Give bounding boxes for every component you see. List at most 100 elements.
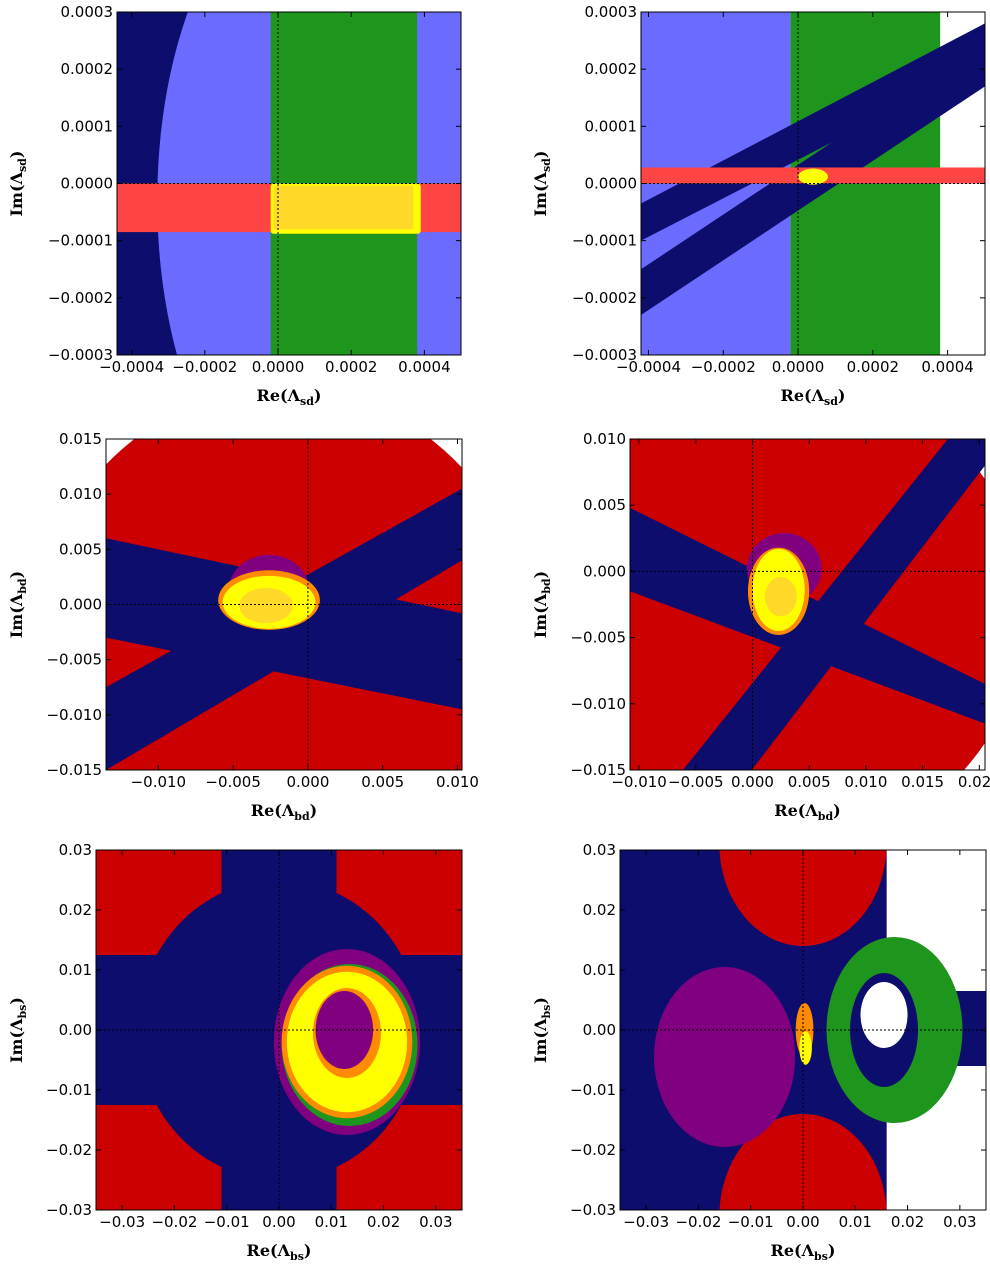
y-tick-label: −0.01 xyxy=(570,1081,616,1099)
x-tick-label: 0.010 xyxy=(436,773,479,791)
x-axis-label: Re(Λsd) xyxy=(257,386,322,408)
x-tick-label: 0.0000 xyxy=(252,358,305,376)
y-tick-label: −0.02 xyxy=(570,1141,616,1159)
x-tick-label: −0.03 xyxy=(623,1213,669,1231)
x-tick-label: −0.01 xyxy=(204,1213,250,1231)
y-tick-label: 0.00 xyxy=(59,1021,92,1039)
region-yellow-6 xyxy=(798,168,828,185)
x-tick-label: 0.010 xyxy=(844,773,887,791)
region-navy-3 xyxy=(682,439,985,770)
plot-area xyxy=(106,439,462,770)
region-white-7 xyxy=(860,982,908,1048)
x-tick-label: 0.0004 xyxy=(398,358,451,376)
chart-panel-5: −0.03 −0.02 −0.01 0.00 0.01 0.02 0.03 −0.03 −0.0… xyxy=(7,841,463,1263)
x-tick-label: −0.02 xyxy=(151,1213,197,1231)
chart-panel-3: −0.010 −0.005 0.000 0.005 0.010−0.015−0.010−… xyxy=(7,430,479,823)
x-tick-label: −0.005 xyxy=(668,773,724,791)
x-tick-label: 0.020 xyxy=(958,773,990,791)
region-gold-7 xyxy=(239,587,293,624)
x-tick-label: 0.0002 xyxy=(325,358,378,376)
y-tick-label: 0.015 xyxy=(59,430,102,448)
plot-area xyxy=(117,12,461,355)
region-yellow-10 xyxy=(799,1031,812,1065)
y-axis-label: Im(Λsd) xyxy=(7,151,29,217)
x-tick-label: 0.02 xyxy=(891,1213,924,1231)
x-tick-label: −0.0002 xyxy=(691,358,756,376)
plot-area xyxy=(620,850,986,1210)
y-tick-label: 0.00 xyxy=(583,1021,616,1039)
x-axis-label: Re(Λbs) xyxy=(247,1241,312,1263)
y-tick-label: 0.0003 xyxy=(585,3,638,21)
y-tick-label: −0.0001 xyxy=(572,232,637,250)
y-tick-label: −0.03 xyxy=(46,1201,92,1219)
region-gold-7 xyxy=(764,576,797,617)
x-tick-label: −0.01 xyxy=(728,1213,774,1231)
x-tick-label: −0.010 xyxy=(611,773,667,791)
plot-frame xyxy=(629,438,986,771)
y-axis-label: Im(Λbs) xyxy=(531,997,553,1063)
x-tick-label: 0.0000 xyxy=(772,358,825,376)
x-tick-label: 0.01 xyxy=(315,1213,348,1231)
x-tick-label: 0.000 xyxy=(286,773,329,791)
y-tick-label: 0.03 xyxy=(583,841,616,859)
y-tick-label: −0.010 xyxy=(570,695,626,713)
y-tick-label: 0.000 xyxy=(59,596,102,614)
y-tick-label: 0.010 xyxy=(583,430,626,448)
x-axis-label: Re(Λsd) xyxy=(781,386,846,408)
y-tick-label: 0.005 xyxy=(583,496,626,514)
y-tick-label: −0.0001 xyxy=(48,232,113,250)
x-tick-label: −0.0002 xyxy=(172,358,237,376)
x-tick-label: 0.0004 xyxy=(921,358,974,376)
y-tick-label: 0.03 xyxy=(59,841,92,859)
chart-panel-6: −0.03 −0.02 −0.01 0.00 0.01 0.02 0.03 −0.03 −0.0… xyxy=(531,841,987,1263)
y-tick-label: 0.0001 xyxy=(61,117,114,135)
x-tick-label: 0.03 xyxy=(419,1213,452,1231)
x-tick-label: 0.0002 xyxy=(847,358,900,376)
y-tick-label: −0.005 xyxy=(46,651,102,669)
y-tick-label: −0.0002 xyxy=(572,289,637,307)
y-tick-label: 0.0003 xyxy=(61,3,114,21)
x-tick-label: 0.02 xyxy=(367,1213,400,1231)
y-tick-label: −0.0003 xyxy=(48,346,113,364)
y-tick-label: −0.015 xyxy=(46,761,102,779)
region-gold-6 xyxy=(273,185,414,230)
y-tick-label: 0.01 xyxy=(59,961,92,979)
y-tick-label: −0.02 xyxy=(46,1141,92,1159)
y-tick-label: −0.03 xyxy=(570,1201,616,1219)
y-tick-label: 0.0000 xyxy=(61,175,114,193)
x-tick-label: −0.005 xyxy=(205,773,261,791)
region-navy-3 xyxy=(106,488,462,770)
y-axis-label: Im(Λbd) xyxy=(7,571,29,638)
y-tick-label: −0.0002 xyxy=(48,289,113,307)
x-tick-label: 0.00 xyxy=(786,1213,819,1231)
y-tick-label: −0.0003 xyxy=(572,346,637,364)
x-tick-label: −0.010 xyxy=(131,773,187,791)
y-tick-label: 0.0002 xyxy=(585,60,638,78)
x-tick-label: −0.03 xyxy=(99,1213,145,1231)
x-tick-label: 0.00 xyxy=(262,1213,295,1231)
y-tick-label: 0.02 xyxy=(59,901,92,919)
y-tick-label: −0.005 xyxy=(570,629,626,647)
region-red-2 xyxy=(719,850,887,946)
x-tick-label: 0.01 xyxy=(839,1213,872,1231)
chart-panel-2: −0.0004 −0.0002 0.0000 0.0002 0.0004 −0.0003 −… xyxy=(531,3,986,408)
x-axis-label: Re(Λbs) xyxy=(771,1241,836,1263)
y-tick-label: 0.010 xyxy=(59,485,102,503)
y-tick-label: 0.0002 xyxy=(61,60,114,78)
x-tick-label: 0.005 xyxy=(361,773,404,791)
x-tick-label: −0.0004 xyxy=(616,358,681,376)
plot-area xyxy=(96,850,462,1210)
x-tick-label: 0.000 xyxy=(731,773,774,791)
plot-area xyxy=(630,439,985,770)
y-tick-label: 0.0000 xyxy=(585,175,638,193)
y-tick-label: 0.02 xyxy=(583,901,616,919)
x-axis-label: Re(Λbd) xyxy=(251,801,317,823)
region-navy-3 xyxy=(641,23,985,241)
x-axis-label: Re(Λbd) xyxy=(774,801,840,823)
x-tick-label: 0.015 xyxy=(901,773,944,791)
chart-panel-4: −0.010−0.0050.0000.0050.0100.0150.020−0.… xyxy=(531,430,990,823)
y-axis-label: Im(Λsd) xyxy=(531,151,553,217)
y-tick-label: −0.01 xyxy=(46,1081,92,1099)
y-tick-label: 0.000 xyxy=(583,562,626,580)
y-axis-label: Im(Λbd) xyxy=(531,571,553,638)
